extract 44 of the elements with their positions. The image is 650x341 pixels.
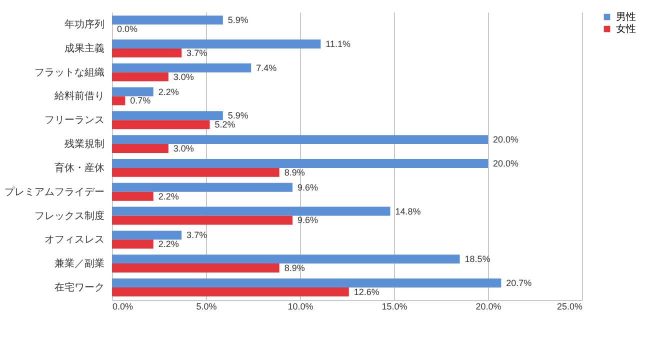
legend-label: 女性 bbox=[616, 23, 636, 35]
data-label: 2.2% bbox=[158, 191, 179, 202]
x-tick-label: 10.0% bbox=[288, 302, 314, 312]
y-tick-label: 兼業／副業 bbox=[54, 258, 104, 270]
y-tick-label: 年功序列 bbox=[64, 18, 104, 31]
y-tick-label: 在宅ワーク bbox=[54, 281, 104, 294]
data-label: 3.7% bbox=[186, 230, 208, 240]
data-label: 5.9% bbox=[228, 15, 248, 26]
data-label: 11.1% bbox=[326, 38, 351, 49]
y-tick-label: フレックス制度 bbox=[34, 210, 104, 222]
data-label: 7.4% bbox=[256, 62, 277, 73]
x-tick-label: 0.0% bbox=[112, 302, 134, 312]
data-label: 3.0% bbox=[173, 144, 194, 154]
y-tick-label: フラットな組織 bbox=[34, 66, 104, 78]
data-label: 2.2% bbox=[158, 239, 179, 250]
y-tick-label: 成果主義 bbox=[64, 42, 104, 54]
y-tick-label: フリーランス bbox=[44, 115, 104, 126]
data-label: 5.2% bbox=[214, 120, 236, 130]
y-tick-label: 育休・産休 bbox=[54, 162, 104, 174]
data-label: 20.0% bbox=[493, 134, 519, 145]
data-label: 0.0% bbox=[117, 24, 138, 34]
data-label: 18.5% bbox=[464, 254, 490, 264]
data-label: 14.8% bbox=[395, 206, 421, 216]
data-label: 8.9% bbox=[284, 263, 305, 274]
data-label: 12.6% bbox=[354, 286, 380, 297]
data-label: 0.7% bbox=[130, 96, 151, 106]
data-label: 9.6% bbox=[297, 215, 318, 226]
data-label: 3.0% bbox=[173, 72, 194, 82]
data-label: 8.9% bbox=[284, 167, 305, 178]
x-tick-label: 20.0% bbox=[476, 302, 502, 312]
y-tick-label: 残業規制 bbox=[64, 138, 104, 150]
data-label: 3.7% bbox=[186, 48, 208, 58]
data-label: 9.6% bbox=[297, 182, 318, 192]
x-tick-label: 5.0% bbox=[196, 302, 217, 312]
data-label: 5.9% bbox=[228, 110, 248, 121]
x-tick-label: 15.0% bbox=[382, 302, 408, 312]
legend-label: 男性 bbox=[616, 11, 636, 23]
x-tick-label: 25.0% bbox=[556, 302, 582, 312]
data-label: 2.2% bbox=[158, 86, 179, 97]
y-tick-label: プレミアムフライデー bbox=[4, 186, 104, 198]
data-label: 20.0% bbox=[493, 158, 519, 168]
y-tick-label: 給料前借り bbox=[54, 90, 104, 102]
data-label: 20.7% bbox=[506, 278, 532, 288]
y-tick-label: オフィスレス bbox=[44, 234, 104, 246]
